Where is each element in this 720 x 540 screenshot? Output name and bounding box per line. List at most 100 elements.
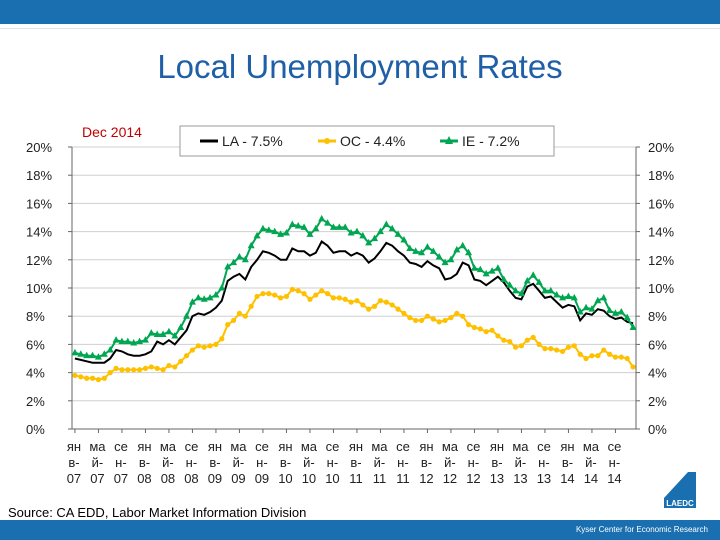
x-tick-label: ян — [278, 439, 292, 454]
data-point — [553, 291, 561, 298]
x-tick-label: 07 — [114, 471, 128, 486]
x-tick-label: н- — [327, 455, 339, 470]
x-tick-label: се — [114, 439, 128, 454]
data-point — [442, 317, 448, 324]
x-tick-label: се — [255, 439, 269, 454]
data-point — [171, 331, 179, 339]
data-point — [100, 350, 108, 357]
x-tick-label: й- — [374, 455, 386, 470]
data-point — [489, 327, 495, 333]
data-point — [400, 236, 408, 243]
data-point — [248, 303, 254, 309]
data-point — [564, 292, 572, 299]
data-point — [482, 269, 490, 277]
x-tick-label: 07 — [90, 471, 104, 486]
data-point — [571, 343, 577, 349]
data-point — [418, 317, 425, 324]
data-point — [89, 351, 97, 359]
data-point — [83, 351, 91, 359]
data-point — [454, 310, 460, 316]
data-point — [178, 358, 184, 364]
data-point — [500, 275, 508, 283]
y-tick-label-right: 8% — [648, 309, 667, 324]
data-point — [565, 344, 572, 350]
data-point — [512, 286, 520, 294]
data-point — [324, 219, 332, 226]
x-tick-label: н- — [609, 455, 621, 470]
y-tick-label-right: 2% — [648, 394, 667, 409]
data-point — [172, 364, 178, 370]
data-point — [253, 231, 261, 239]
data-point — [84, 375, 90, 381]
x-tick-label: в- — [350, 455, 361, 470]
data-point — [113, 365, 119, 371]
y-tick-label-right: 4% — [648, 366, 667, 381]
x-tick-label: се — [396, 439, 410, 454]
y-tick-label-left: 14% — [26, 225, 52, 240]
data-point — [600, 293, 608, 301]
x-tick-label: 13 — [490, 471, 504, 486]
series-layer — [71, 214, 637, 383]
data-point — [307, 296, 313, 302]
data-point — [465, 322, 472, 328]
data-point — [617, 307, 625, 315]
data-point — [154, 365, 160, 371]
data-point — [330, 295, 337, 301]
data-point — [213, 341, 219, 347]
data-point — [606, 306, 614, 314]
data-point — [342, 296, 348, 302]
x-tick-label: се — [326, 439, 340, 454]
data-point — [201, 344, 207, 350]
y-tick-label-left: 8% — [26, 309, 45, 324]
x-tick-label: ян — [137, 439, 151, 454]
x-tick-label: в- — [421, 455, 432, 470]
data-point — [354, 298, 360, 304]
data-point — [388, 224, 396, 232]
x-tick-label: в- — [280, 455, 291, 470]
data-point — [595, 353, 601, 359]
data-point — [130, 338, 138, 346]
data-point — [470, 264, 478, 271]
data-point — [206, 293, 214, 301]
chart-grid — [68, 146, 640, 430]
x-tick-label: ма — [512, 439, 529, 454]
data-point — [283, 293, 290, 300]
data-point — [89, 375, 96, 381]
data-point — [365, 238, 373, 246]
data-point — [577, 351, 583, 357]
x-tick-label: 14 — [560, 471, 574, 486]
data-point — [507, 338, 513, 345]
data-point — [260, 291, 266, 297]
data-point — [301, 291, 307, 297]
data-point — [582, 303, 590, 311]
data-point — [94, 353, 102, 360]
y-tick-label-left: 20% — [26, 140, 52, 155]
data-point — [188, 298, 196, 305]
data-point — [360, 302, 366, 308]
x-tick-label: 12 — [443, 471, 457, 486]
series-line — [74, 240, 634, 364]
data-point — [389, 302, 395, 308]
y-tick-label-right: 6% — [648, 337, 667, 352]
data-point — [554, 347, 560, 353]
data-point — [624, 355, 630, 362]
data-point — [189, 347, 196, 353]
data-point — [589, 353, 595, 359]
x-tick-label: в- — [491, 455, 502, 470]
x-tick-label: в- — [68, 455, 79, 470]
x-tick-label: 09 — [255, 471, 269, 486]
y-tick-label-right: 0% — [648, 422, 667, 437]
data-point — [548, 346, 554, 352]
data-point — [247, 241, 255, 249]
data-point — [629, 323, 637, 330]
data-point — [506, 281, 514, 288]
data-point — [383, 299, 389, 305]
data-point — [429, 247, 437, 254]
x-tick-label: в- — [209, 455, 220, 470]
chart-annotation: Dec 2014 — [82, 124, 142, 140]
data-point — [165, 327, 173, 335]
data-point — [407, 315, 413, 321]
data-point — [382, 220, 390, 228]
data-point — [224, 262, 232, 270]
data-point — [277, 295, 284, 301]
